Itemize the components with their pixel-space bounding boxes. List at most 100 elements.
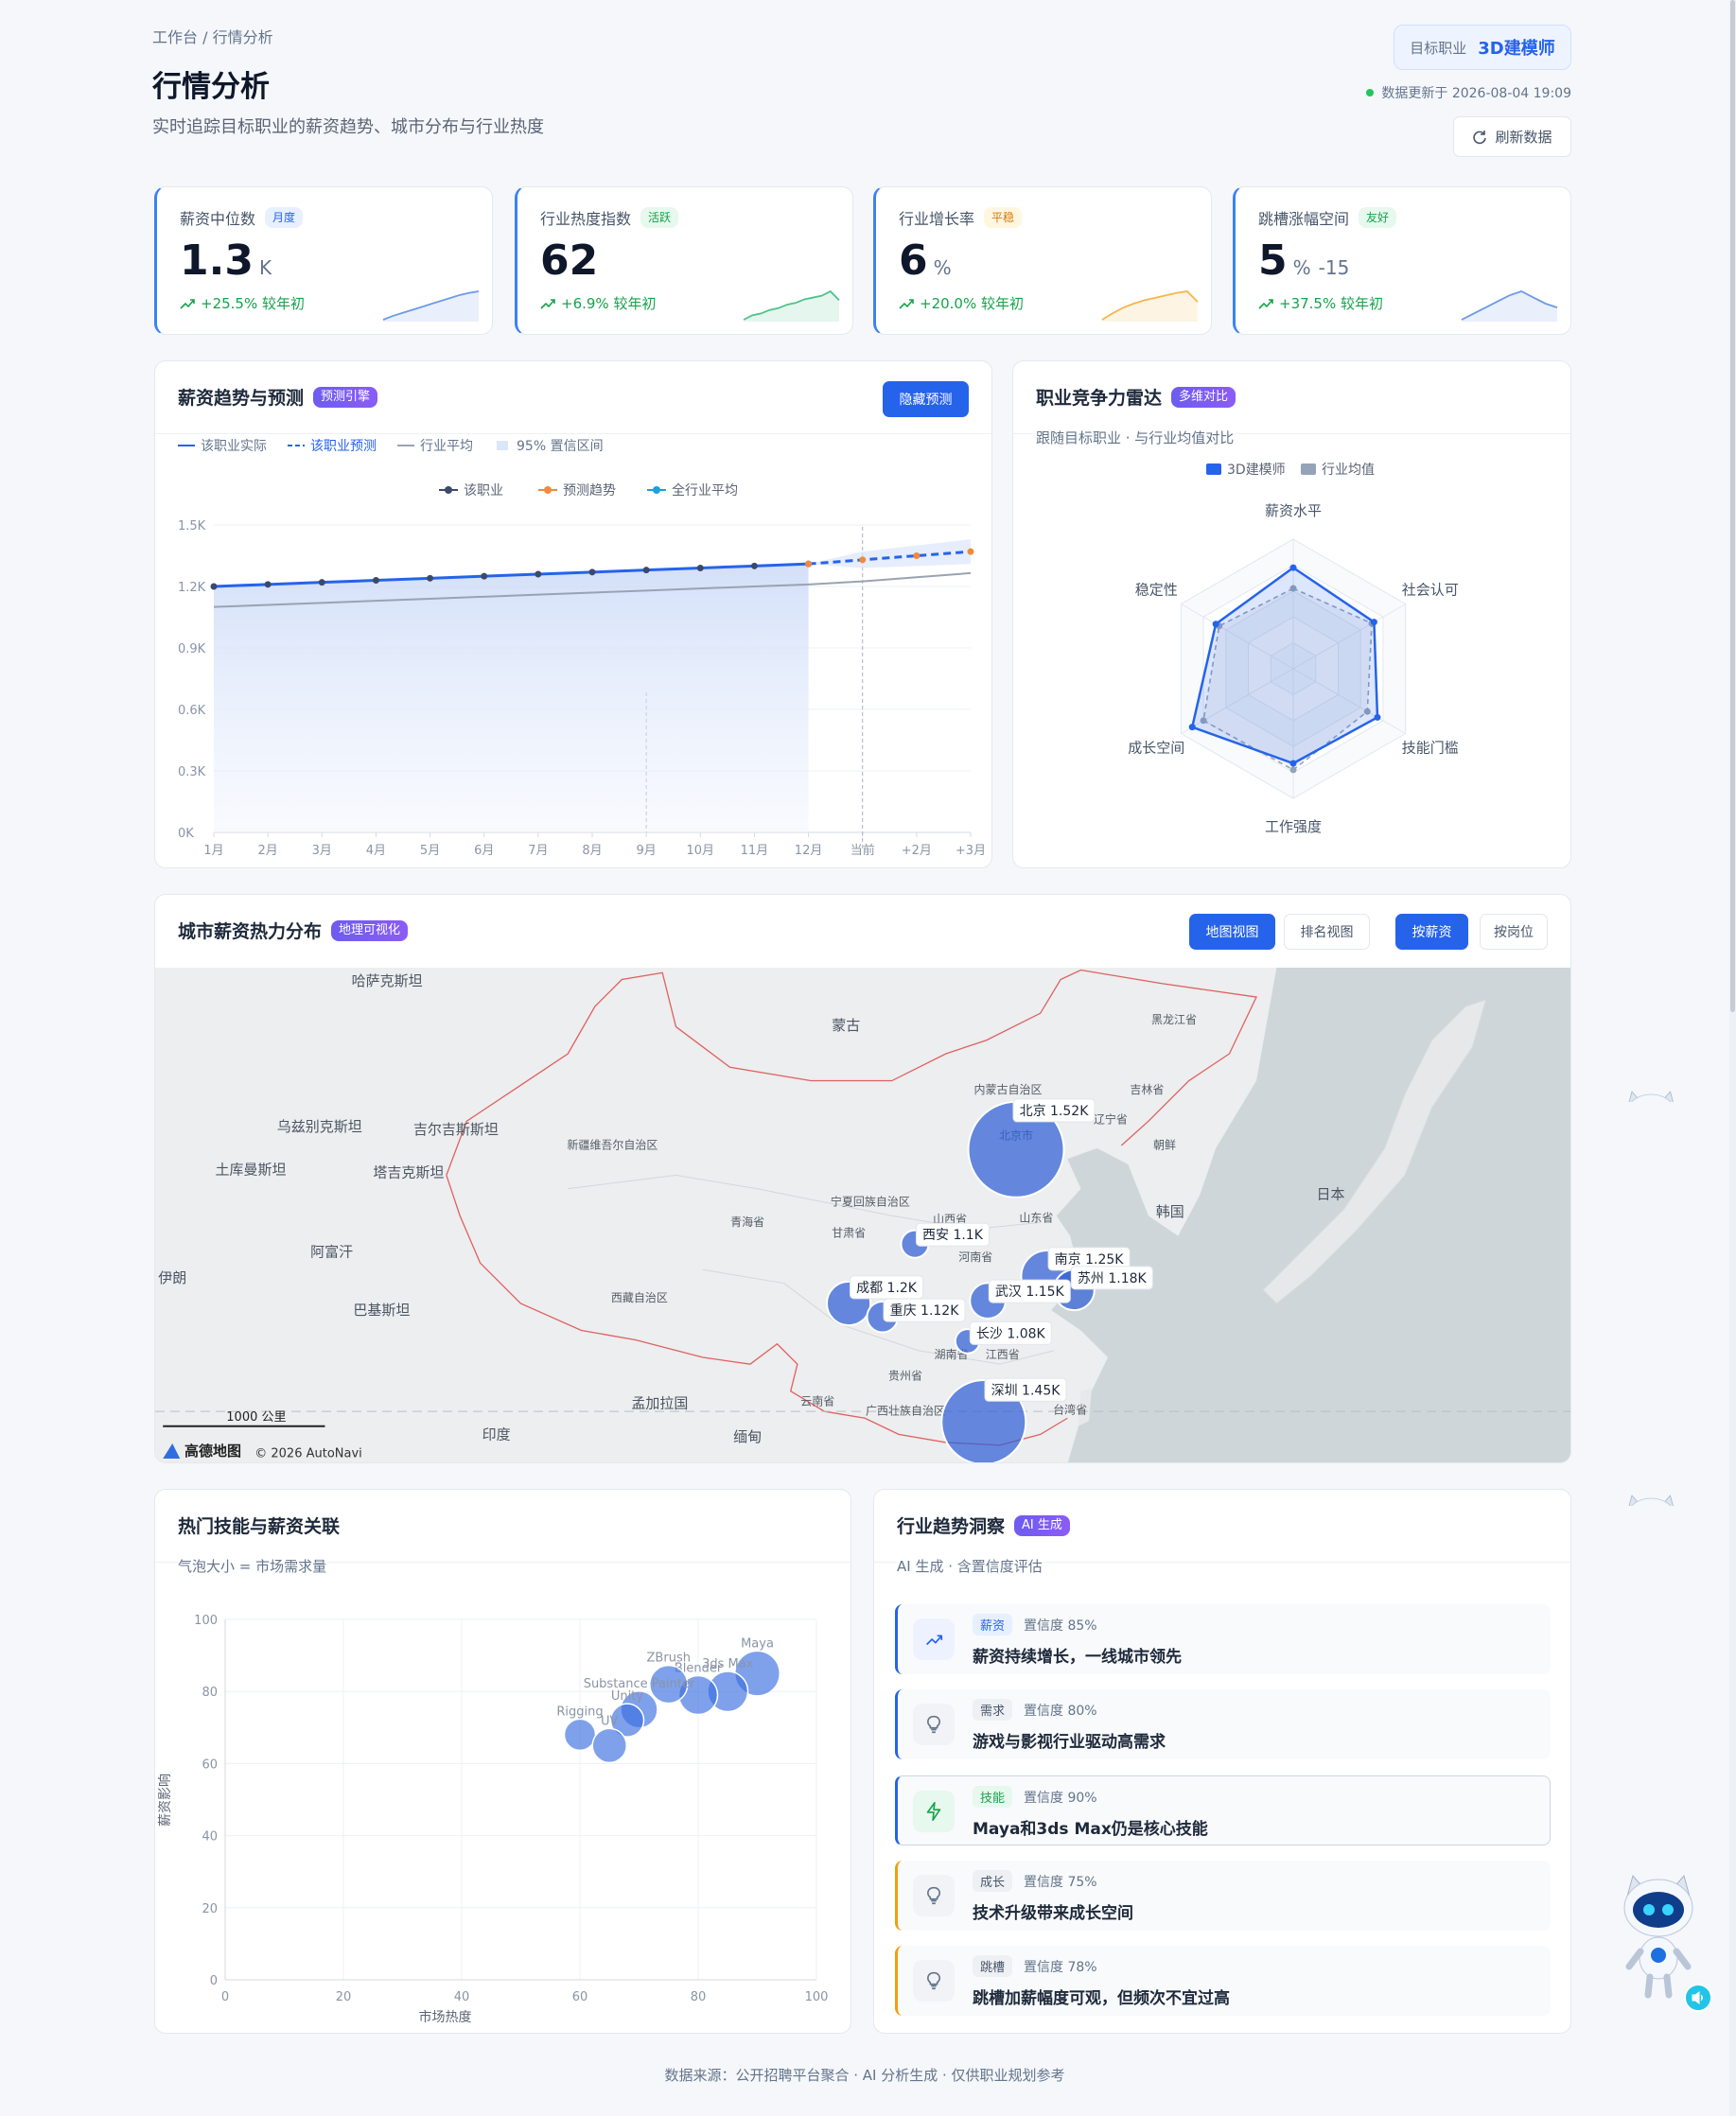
map-island <box>1262 999 1487 1304</box>
kpi-value-row: 1.3 K <box>180 236 272 285</box>
kpi-extra: -15 <box>1318 256 1350 279</box>
map-place-label: 黑龙江省 <box>1151 1013 1197 1026</box>
kpi-badge: 平稳 <box>984 207 1023 228</box>
insight-title: 薪资持续增长，一线城市领先 <box>973 1648 1182 1667</box>
map-toggle-button[interactable]: 按薪资 <box>1395 914 1468 950</box>
legend-text: 该职业实际 <box>201 439 267 454</box>
map-place-label: 河南省 <box>958 1250 992 1264</box>
footer: 数据来源：公开招聘平台聚合 · AI 分析生成 · 仅供职业规划参考 <box>664 2067 1065 2084</box>
trend-icon <box>1258 298 1273 309</box>
point <box>859 556 867 564</box>
kpi-label: 行业热度指数 <box>540 210 632 228</box>
radar-point <box>1289 766 1297 774</box>
card-title: 热门技能与薪资关联 <box>178 1516 341 1537</box>
map-toggle-button[interactable]: 按岗位 <box>1480 914 1548 950</box>
card-badge: 地理可视化 <box>331 919 409 941</box>
point <box>967 548 974 555</box>
map-place-label: 孟加拉国 <box>631 1395 688 1412</box>
map-place-label: 甘肃省 <box>832 1226 866 1239</box>
kpi-unit: % <box>1292 256 1311 279</box>
insight-tag: 需求 <box>973 1699 1013 1721</box>
radar-point <box>1188 724 1196 731</box>
kpi-card: 跳槽涨幅空间 友好 5% -15 +37.5% 较年初 <box>1233 186 1571 335</box>
map-place-label: 辽宁省 <box>1094 1111 1128 1126</box>
x-tick-label: 0 <box>221 1990 229 2004</box>
status-dot <box>1366 89 1375 96</box>
legend-swatch <box>1301 463 1316 475</box>
kpi-badge: 月度 <box>265 207 304 228</box>
radar-point <box>1374 713 1381 721</box>
kpi-unit: K <box>258 256 272 279</box>
legend-swatch <box>1206 463 1221 475</box>
legend-text: 预测趋势 <box>563 483 616 498</box>
insight-title: Maya和3ds Max仍是核心技能 <box>973 1820 1208 1839</box>
insight-item[interactable]: 成长 置信度 75% 技术升级带来成长空间 <box>895 1861 1551 1931</box>
map-island <box>1078 1388 1092 1426</box>
x-tick-label: 4月 <box>366 844 386 858</box>
city-label-box <box>988 1279 1071 1303</box>
sparkline-area <box>1102 291 1198 322</box>
insight-item[interactable]: 跳槽 置信度 78% 跳槽加薪幅度可观，但频次不宜过高 <box>895 1946 1551 2016</box>
trend-icon <box>540 298 555 309</box>
robot-eye <box>1662 1904 1674 1915</box>
x-tick-label: 5月 <box>420 844 440 858</box>
city-value-label: 武汉 1.15K <box>995 1285 1065 1300</box>
kpi-card: 薪资中位数 月度 1.3 K +25.5% 较年初 <box>154 186 493 335</box>
card-title: 行业趋势洞察 <box>897 1516 1006 1537</box>
card-title-row: 城市薪资热力分布 地理可视化 <box>178 918 409 943</box>
insight-item[interactable]: 技能 置信度 90% Maya和3ds Max仍是核心技能 <box>895 1775 1551 1845</box>
x-tick-label: 100 <box>805 1990 829 2004</box>
city-value-label: 南京 1.25K <box>1055 1252 1125 1268</box>
kpi-label: 薪资中位数 <box>180 210 256 228</box>
refresh-button[interactable]: 刷新数据 <box>1453 116 1571 157</box>
card-title: 薪资趋势与预测 <box>178 388 305 409</box>
y-axis-label: 薪资影响 <box>158 1774 173 1827</box>
scrollbar-thumb[interactable] <box>1730 0 1735 1012</box>
radar-axis-label: 社会认可 <box>1402 581 1459 598</box>
kpi-label-row: 行业增长率 平稳 <box>899 206 1023 229</box>
point <box>427 574 434 582</box>
kpi-value-row: 62 <box>540 236 598 285</box>
separator <box>874 1562 1570 1563</box>
y-tick-label: 100 <box>194 1614 218 1628</box>
y-tick-label: 40 <box>202 1830 218 1845</box>
map-place-label: 江西省 <box>986 1348 1020 1361</box>
target-box: 目标职业 3D建模师 <box>1394 25 1571 70</box>
page-title: 行情分析 <box>152 70 270 104</box>
insight-item[interactable]: 薪资 置信度 85% 薪资持续增长，一线城市领先 <box>895 1604 1551 1674</box>
hide-forecast-button[interactable]: 隐藏预测 <box>883 381 969 417</box>
map-place-label: 印度 <box>482 1425 511 1443</box>
insight-icon <box>926 1715 941 1734</box>
radar-point <box>1289 564 1297 571</box>
insight-title: 跳槽加薪幅度可观，但频次不宜过高 <box>973 1989 1230 2008</box>
legend-text: 行业平均 <box>420 439 473 454</box>
point <box>642 567 650 574</box>
map-place-label: 巴基斯坦 <box>353 1302 410 1319</box>
chart-svg <box>743 289 840 322</box>
chart-svg <box>1684 1984 1712 2012</box>
insight-confidence: 置信度 80% <box>1024 1703 1097 1719</box>
map-logo: 高德地图 <box>184 1443 241 1460</box>
map-toggle-button[interactable]: 地图视图 <box>1189 914 1275 950</box>
robot-head <box>1631 1093 1671 1102</box>
radar-card: 3D建模师 行业均值 薪资水平 社会认可 技能门槛 工作强度 成长空间 稳定性 职业竞争力雷达多… <box>1012 360 1571 868</box>
x-tick-label: 2月 <box>258 844 278 858</box>
chart-svg <box>1101 290 1199 322</box>
legend-item: 95% 置信区间 <box>494 436 604 455</box>
map-toggle-button[interactable]: 排名视图 <box>1284 914 1370 950</box>
legend-dot <box>544 486 552 494</box>
sparkline <box>1101 290 1199 321</box>
insight-icon-box <box>913 1618 955 1660</box>
insights-card: 行业趋势洞察 AI 生成 AI 生成 · 含置信度评估 薪资 置信度 85% 薪资持续增长… <box>873 1489 1571 2034</box>
skill-label: 3ds Max <box>702 1657 754 1671</box>
insight-item[interactable]: 需求 置信度 80% 游戏与影视行业驱动高需求 <box>895 1689 1551 1759</box>
kpi-change-row: +6.9% 较年初 <box>540 293 656 313</box>
insight-title: 游戏与影视行业驱动高需求 <box>973 1733 1166 1752</box>
insight-confidence: 置信度 85% <box>1024 1618 1097 1634</box>
kpi-label-row: 跳槽涨幅空间 友好 <box>1258 206 1397 229</box>
legend-text: 该职业预测 <box>310 439 377 454</box>
kpi-change: +20.0% 较年初 <box>920 295 1024 312</box>
map-scale-label: 1000 公里 <box>226 1410 286 1425</box>
y-tick-label: 20 <box>202 1902 218 1916</box>
kpi-change: +37.5% 较年初 <box>1279 295 1383 312</box>
